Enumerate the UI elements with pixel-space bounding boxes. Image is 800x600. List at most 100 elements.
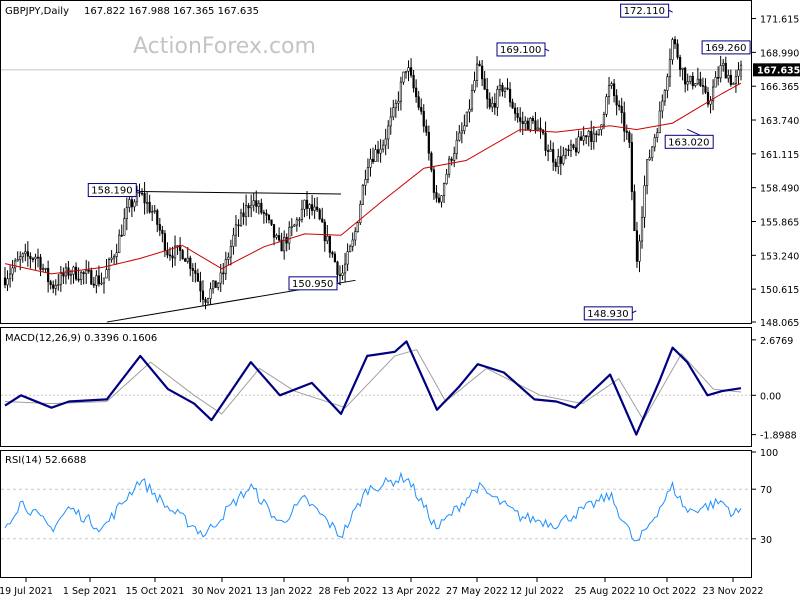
candle-body [229, 245, 232, 258]
candle-body [171, 255, 174, 259]
annotation-box [664, 134, 714, 149]
candle-body [214, 280, 217, 288]
candle-body [607, 85, 611, 97]
candle-body [204, 299, 207, 303]
candle-body [437, 197, 441, 203]
price-axis-label: 155.865 [760, 217, 799, 228]
candle-body [404, 70, 408, 73]
candle-body [321, 218, 324, 223]
candle-body [635, 230, 639, 262]
candle-body [158, 224, 161, 231]
candle-body [478, 63, 481, 67]
candle-body [585, 135, 588, 138]
candle-body [318, 209, 321, 220]
candle-body [445, 173, 448, 184]
rsi-axis-label: 70 [760, 485, 772, 496]
candle-body [686, 81, 689, 85]
current-price-tag [753, 63, 800, 77]
candle-body [412, 74, 415, 89]
price-axis-label: 171.615 [760, 15, 799, 26]
candle-body [572, 144, 575, 149]
candle-body [516, 113, 519, 118]
candle-body [724, 62, 727, 79]
macd-axis-label: 2.6769 [760, 336, 793, 347]
candle-body [343, 263, 347, 274]
candle-body [41, 268, 45, 270]
candle-body [539, 127, 542, 131]
candle-body [260, 202, 263, 213]
candle-body [331, 252, 334, 255]
candle-body [630, 142, 633, 192]
candle-body [521, 121, 524, 124]
candle-body [397, 100, 400, 104]
candle-body [658, 110, 661, 133]
candle-body [176, 245, 179, 247]
candle-body [80, 272, 83, 281]
candle-body [402, 71, 405, 83]
x-axis-label: 13 Apr 2022 [382, 586, 441, 597]
candle-body [85, 269, 88, 274]
candle-body [288, 227, 291, 244]
candle-body [732, 83, 735, 85]
candle-body [247, 205, 250, 209]
candle-body [384, 138, 387, 146]
candle-body [328, 235, 331, 253]
candle-body [293, 224, 296, 227]
candle-body [255, 200, 258, 207]
candle-body [544, 132, 547, 151]
candle-body [508, 88, 512, 103]
candle-body [262, 212, 265, 214]
candle-body [19, 256, 22, 260]
candle-body [701, 85, 705, 87]
candle-body [92, 283, 95, 286]
candle-body [440, 195, 443, 203]
candle-body [496, 89, 499, 108]
x-axis-label: 23 Nov 2022 [703, 586, 764, 597]
candle-body [130, 199, 133, 208]
macd-line [4, 340, 742, 436]
candle-body [524, 120, 527, 124]
candle-body [356, 222, 359, 232]
candle-body [564, 149, 567, 156]
candle-body [628, 132, 631, 143]
candle-body [44, 268, 47, 270]
candle-body [559, 156, 562, 164]
candle-body [338, 274, 342, 277]
candle-body [625, 130, 628, 133]
rsi-line [4, 471, 742, 542]
x-axis-label: 25 Aug 2022 [575, 586, 636, 597]
candle-body [450, 158, 453, 161]
candle-body [557, 156, 560, 168]
annotation-label: 163.020 [668, 137, 709, 148]
candle-body [737, 69, 740, 77]
candle-body [409, 67, 413, 76]
candle-body [8, 273, 12, 280]
price-axis-label: 148.065 [760, 318, 799, 329]
candle-body [140, 192, 144, 195]
candle-body [82, 272, 85, 274]
candle-body [491, 102, 494, 108]
rsi-title: RSI(14) 52.6688 [5, 455, 86, 466]
candle-body [308, 204, 311, 209]
candle-body [425, 125, 428, 133]
candle-body [643, 185, 646, 218]
candle-body [52, 284, 55, 289]
annotation-connector [336, 282, 342, 286]
candle-body [727, 74, 730, 79]
candle-body [694, 83, 697, 86]
candle-body [69, 273, 73, 276]
candle-body [212, 280, 215, 290]
candle-body [663, 90, 666, 102]
candle-body [222, 272, 225, 275]
candle-body [267, 214, 271, 221]
candle-body [481, 65, 484, 80]
candle-body [156, 210, 159, 225]
candle-body [592, 133, 595, 142]
candle-body [554, 161, 557, 168]
annotation-label: 158.190 [91, 186, 132, 197]
candle-body [587, 130, 590, 138]
candle-body [217, 282, 220, 288]
candle-body [582, 135, 585, 141]
candle-body [275, 235, 278, 238]
candle-body [547, 150, 550, 152]
